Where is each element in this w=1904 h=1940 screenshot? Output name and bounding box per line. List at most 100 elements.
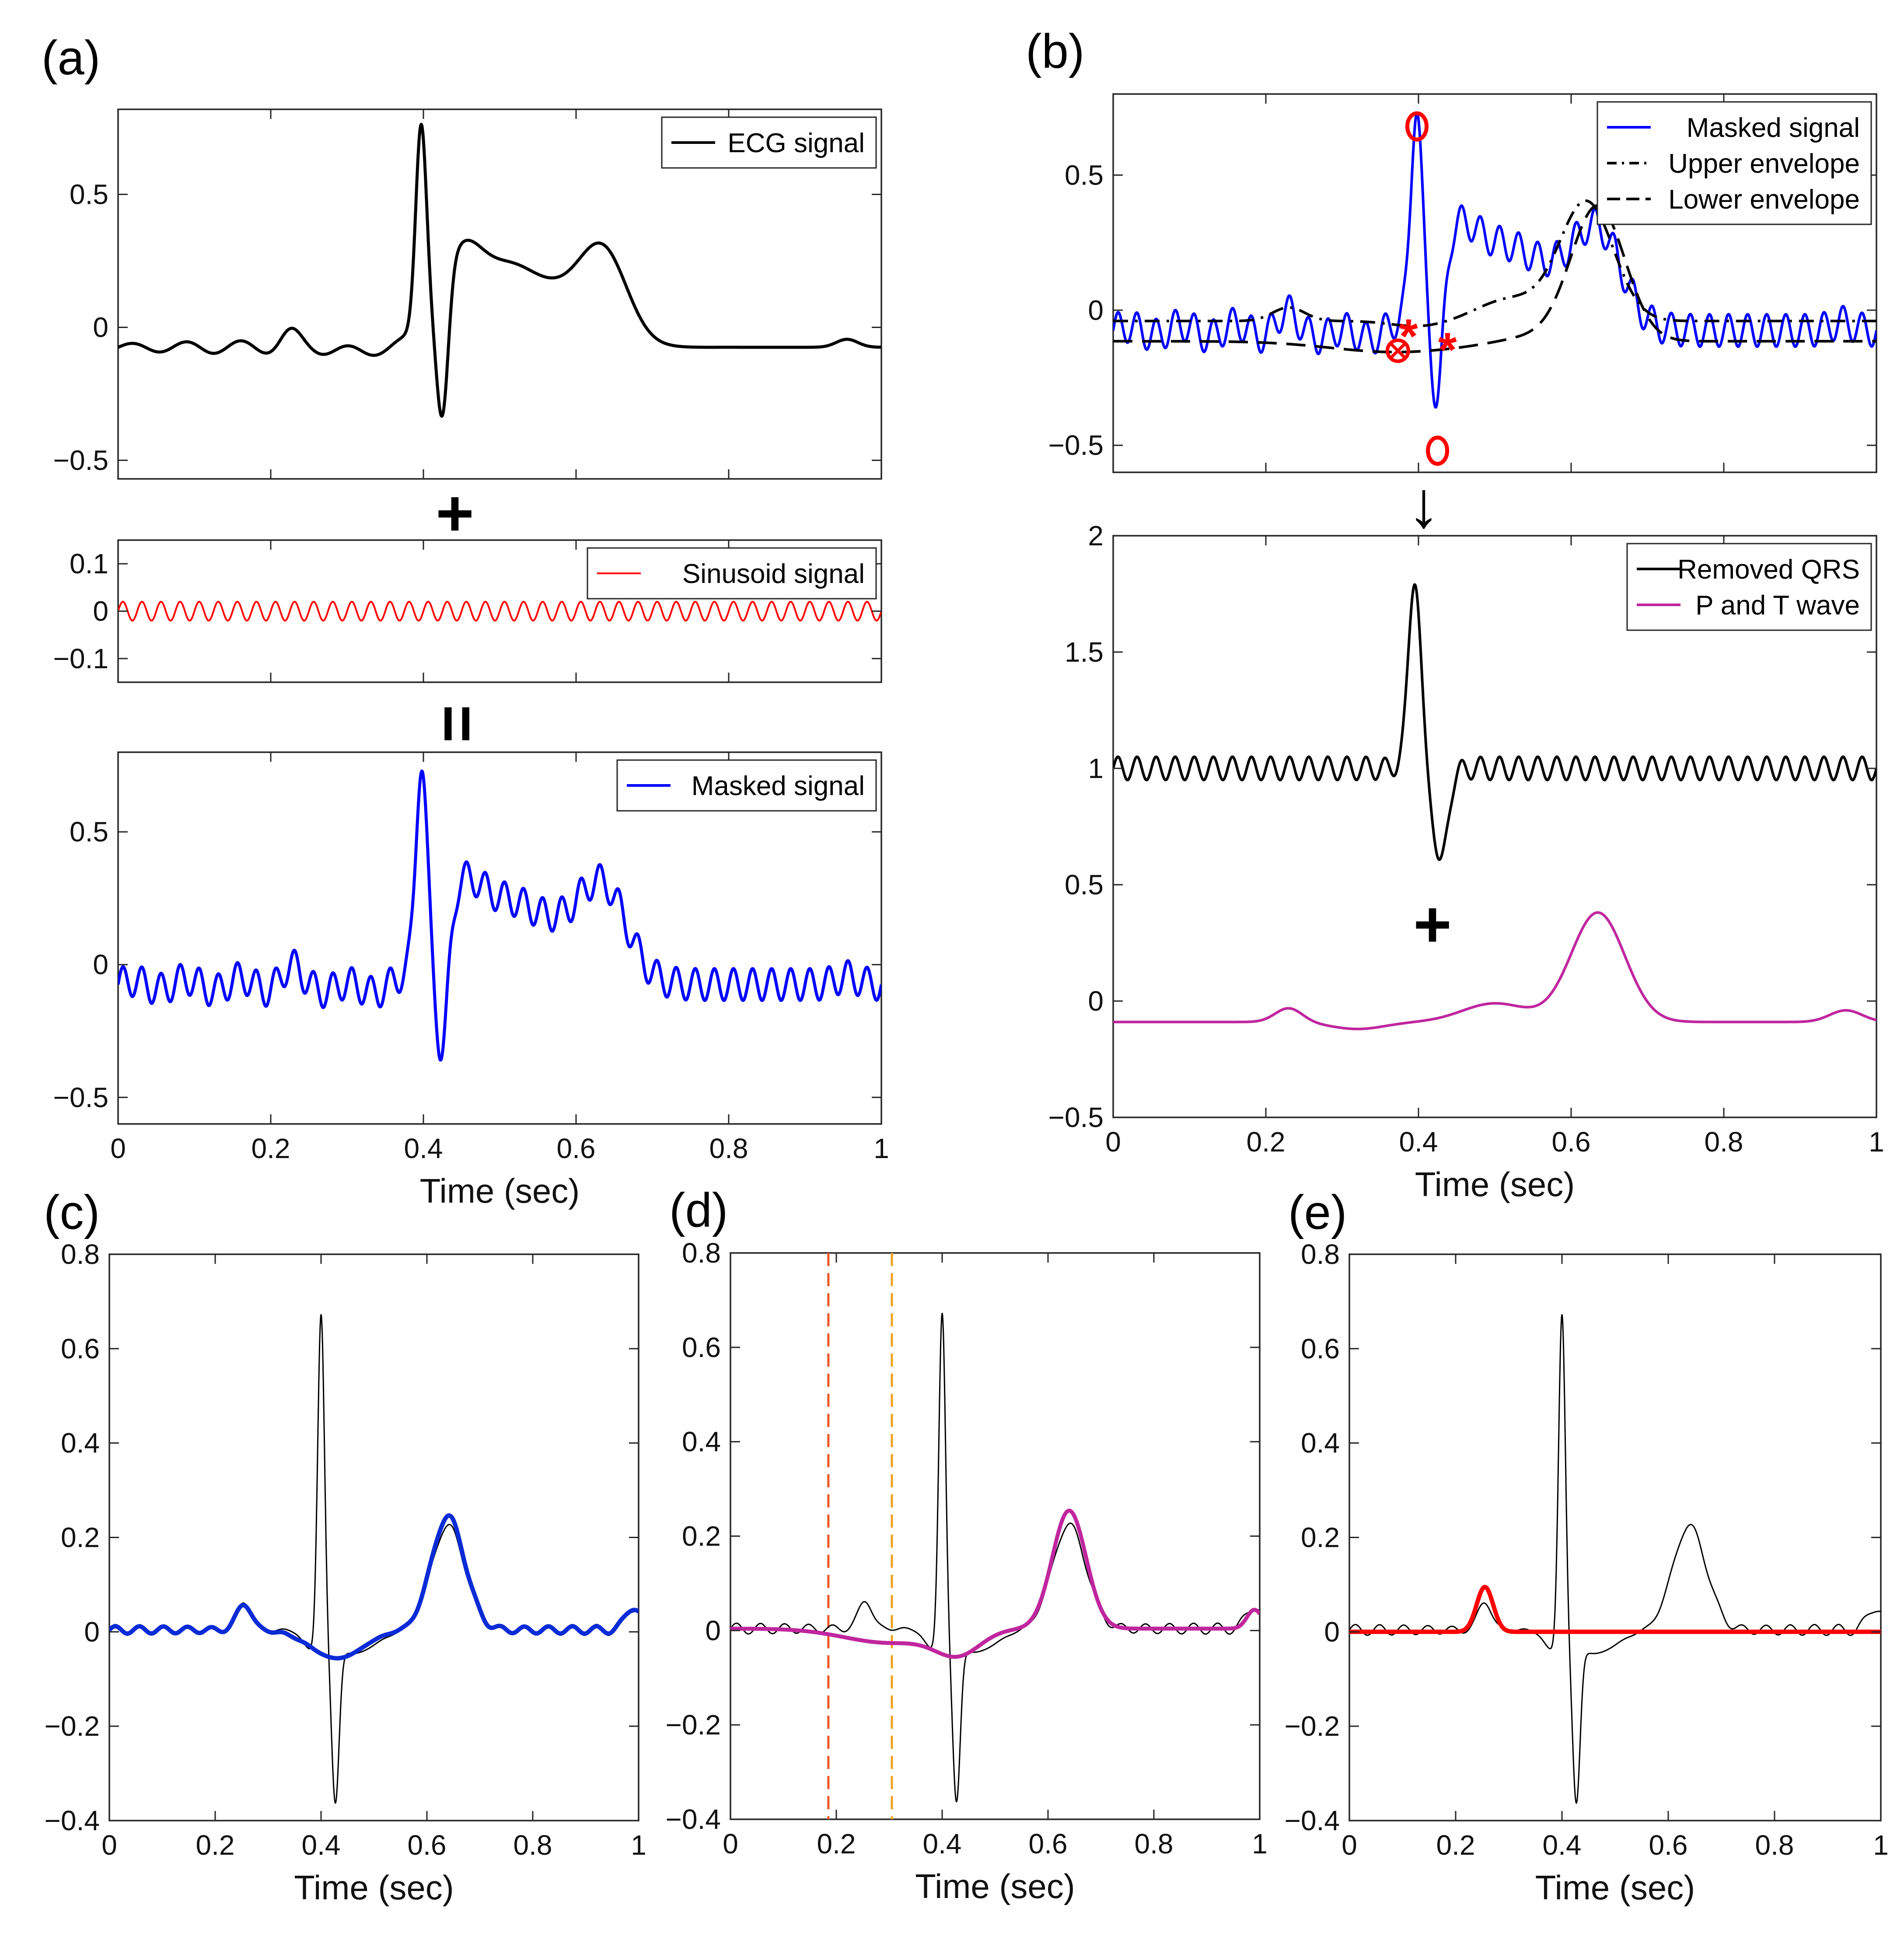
y-tick-label: −0.4 [45,1805,100,1836]
x-tick-label: 0 [723,1828,738,1860]
x-tick-label: 0 [101,1829,117,1861]
y-tick-label: 0.5 [70,179,108,210]
legend-box [1626,543,1872,631]
y-tick-label: −0.5 [53,444,108,476]
star-marker: * [1399,310,1418,363]
x-tick-label: 1 [873,1133,889,1164]
axes-panel-e: −0.4 −0.2 0 0.2 0.4 0.6 0.8 0 0.2 0.4 0.6 0.8 1 Time … [1285,1186,1889,1907]
y-tick-label: −0.2 [666,1709,721,1741]
series-p-wave [1349,1584,1881,1634]
y-tick-label: −0.2 [1285,1710,1340,1742]
series-estimate [730,1508,1260,1659]
series-sinusoid-signal [118,600,881,622]
extremum-marker [1405,111,1429,142]
series-masked-signal [118,769,881,1062]
x-axis-label: Time (sec) [1415,1165,1575,1204]
x-tick-label: 0 [110,1133,126,1164]
series-upper-envelope [1113,199,1876,328]
y-tick-label: 0 [93,311,108,343]
series-removed-qrs [1113,583,1876,861]
y-tick-label: 0.5 [1065,159,1104,191]
y-tick-label: 2 [1088,520,1104,551]
plus-sign-b: + [1413,887,1452,961]
plot-frame [117,751,882,1125]
zero-crossing-marker [1385,338,1410,363]
x-tick-label: 0.6 [557,1133,596,1164]
axes-panel-d: −0.4 −0.2 0 0.2 0.4 0.6 0.8 0 0.2 0.4 0.6 0.8 1 Time … [666,1183,1268,1905]
legend-label: P and T wave [1695,590,1860,621]
x-tick-label: 0.8 [514,1829,552,1861]
y-tick-label: 0.4 [1301,1427,1340,1459]
x-tick-label: 0.8 [1135,1828,1174,1860]
legend-label: Upper envelope [1668,149,1860,179]
plot-frame [1112,535,1877,1118]
y-tick-label: 0 [1324,1616,1340,1647]
series-lower-envelope [1113,204,1876,354]
y-tick-label: 0.1 [70,548,108,579]
axes-envelopes: −0.5 0 0.5 (b) * * Masked signal Upper envelope… [1026,24,1877,473]
series-masked-signal [1113,112,1876,409]
x-tick-label: 0.6 [1029,1828,1068,1860]
plot-frame [117,108,882,480]
y-tick-label: 1.5 [1065,636,1104,668]
y-tick-label: 0.6 [682,1332,721,1363]
x-tick-label: 0.6 [408,1829,447,1861]
x-tick-label: 1 [1873,1829,1889,1861]
plot-frame [108,1253,639,1821]
x-tick-label: 0.2 [1247,1126,1286,1158]
y-tick-label: 0 [84,1616,100,1647]
panel-label: (b) [1026,24,1084,78]
legend-label: Sinusoid signal [682,559,865,589]
plot-area [118,122,881,418]
y-tick-label: −0.1 [53,643,108,674]
x-tick-label: 0.4 [404,1133,443,1164]
x-axis-label: Time (sec) [1535,1868,1695,1907]
x-tick-label: 0.8 [1705,1126,1743,1158]
x-tick-label: 0.6 [1649,1829,1688,1861]
y-tick-label: 0 [93,949,108,980]
y-tick-label: −0.5 [1048,429,1104,461]
x-axis-label: Time (sec) [420,1172,580,1210]
plot-area [1113,112,1876,409]
x-tick-label: 0.6 [1552,1126,1591,1158]
x-tick-label: 0.8 [1755,1829,1794,1861]
extremum-marker [1426,436,1450,466]
y-tick-label: 0.8 [61,1239,100,1270]
y-tick-label: −0.2 [45,1710,100,1742]
x-tick-label: 0.4 [1399,1126,1438,1158]
x-tick-label: 0.2 [1436,1829,1475,1861]
y-tick-label: 0 [93,596,108,627]
x-tick-label: 0.2 [817,1828,856,1860]
x-tick-label: 0.4 [302,1829,341,1861]
y-tick-label: 0.5 [1065,869,1104,900]
legend-label: Lower envelope [1668,185,1860,215]
y-tick-label: 1 [1088,753,1104,784]
y-tick-label: 0.2 [1301,1522,1340,1553]
y-tick-label: 0 [705,1615,721,1646]
x-tick-label: 0.4 [923,1828,962,1860]
legend-box [1597,101,1872,225]
y-tick-label: 0.4 [61,1427,100,1459]
legend-label: ECG signal [727,128,865,158]
plus-sign-a: + [436,476,474,550]
y-tick-label: 0.6 [1301,1333,1340,1364]
plot-area [109,1314,639,1804]
y-tick-label: 0.4 [682,1426,721,1458]
legend-label: Masked signal [1687,113,1860,143]
x-tick-label: 0.8 [709,1133,748,1164]
y-tick-label: 0.2 [61,1522,100,1553]
y-tick-label: −0.5 [53,1082,108,1113]
x-axis-label: Time (sec) [915,1867,1075,1905]
series-estimate [109,1513,639,1661]
y-tick-label: 0.8 [1301,1239,1340,1270]
plot-area [118,769,881,1062]
plot-area [1349,1314,1881,1804]
zero-crossing-marker-cross [1390,342,1406,359]
y-tick-label: 0.5 [70,816,108,848]
x-tick-label: 1 [1869,1126,1884,1158]
plot-frame [1349,1253,1882,1821]
x-tick-label: 0 [1342,1829,1357,1861]
